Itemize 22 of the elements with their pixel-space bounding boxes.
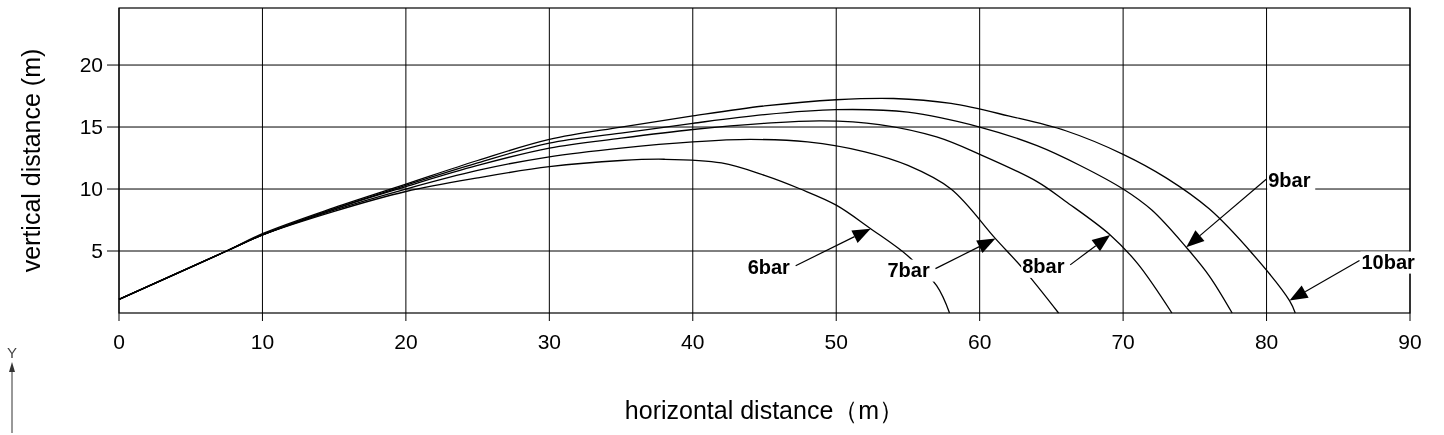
x-tick-label: 50: [824, 330, 848, 353]
x-axis-title: horizontal distance（m）: [624, 396, 905, 424]
annotation: 7bar: [887, 258, 930, 281]
text: Y: [6, 344, 18, 361]
x-tick-label: 20: [394, 330, 418, 353]
annotation: 6bar: [747, 255, 791, 278]
y-tick-label: 5: [91, 239, 103, 263]
y-tick-label: 20: [79, 53, 103, 77]
x-tick-label: 10: [250, 330, 275, 353]
annotation: 9bar: [1268, 169, 1311, 192]
x-tick-label: 0: [113, 330, 125, 353]
y-tick-label: 10: [79, 177, 103, 201]
x-tick-label: 60: [967, 330, 992, 353]
annotation: 8bar: [1022, 254, 1065, 277]
annotation: 10bar: [1361, 250, 1416, 273]
y-axis-title: vertical distance (m): [17, 48, 45, 273]
x-tick-label: 80: [1254, 330, 1279, 353]
x-tick-label: 90: [1398, 330, 1422, 353]
x-tick-label: 30: [537, 330, 562, 353]
y-tick-label: 15: [79, 115, 103, 139]
x-tick-label: 70: [1111, 330, 1135, 353]
x-tick-label: 40: [681, 330, 705, 353]
